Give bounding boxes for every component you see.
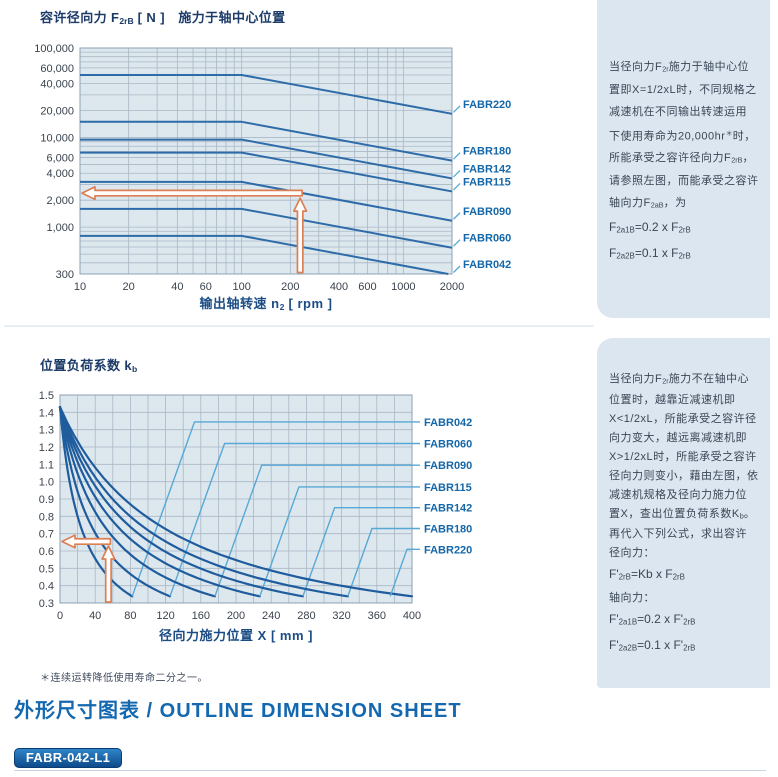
svg-text:0.4: 0.4: [39, 581, 54, 593]
svg-text:FABR220: FABR220: [463, 99, 511, 111]
svg-text:0.9: 0.9: [39, 494, 54, 506]
svg-text:FABR090: FABR090: [424, 460, 472, 472]
svg-text:120: 120: [156, 610, 174, 622]
svg-text:0.7: 0.7: [39, 529, 54, 541]
svg-text:0.6: 0.6: [39, 546, 54, 558]
load-factor-chart-x-axis-title: 径向力施力位置 X [ mm ]: [159, 628, 313, 643]
svg-text:FABR060: FABR060: [463, 233, 511, 245]
section-heading: 外形尺寸图表 / OUTLINE DIMENSION SHEET: [14, 700, 462, 722]
svg-text:60,000: 60,000: [40, 63, 74, 75]
svg-text:40: 40: [89, 610, 101, 622]
svg-text:10,000: 10,000: [40, 133, 74, 145]
svg-text:200: 200: [281, 281, 299, 293]
svg-text:600: 600: [358, 281, 376, 293]
svg-text:280: 280: [297, 610, 315, 622]
svg-text:40,000: 40,000: [40, 79, 74, 91]
svg-text:FABR142: FABR142: [463, 163, 511, 175]
svg-text:20: 20: [123, 281, 135, 293]
svg-text:240: 240: [262, 610, 280, 622]
bottom-rule: [14, 770, 766, 771]
svg-text:1000: 1000: [391, 281, 415, 293]
section-divider: [4, 325, 594, 327]
svg-text:400: 400: [330, 281, 348, 293]
svg-text:1,000: 1,000: [46, 222, 74, 234]
svg-text:60: 60: [200, 281, 212, 293]
svg-text:320: 320: [332, 610, 350, 622]
svg-text:6,000: 6,000: [46, 152, 74, 164]
svg-text:2,000: 2,000: [46, 195, 74, 207]
svg-text:0: 0: [57, 610, 63, 622]
svg-text:160: 160: [192, 610, 210, 622]
svg-text:20,000: 20,000: [40, 106, 74, 118]
model-badge: FABR-042-L1: [14, 748, 122, 768]
side-note-radial-force: 当径向力F2r施力于轴中心位 置即X=1/2xL时，不同规格之 减速机在不同输出转速…: [597, 0, 770, 318]
footnote: ＊连续运转降低使用寿命二分之一。: [40, 673, 208, 684]
svg-text:FABR142: FABR142: [424, 503, 472, 515]
side-note-load-factor: 当径向力F2r施力不在轴中心 位置时，越靠近减速机即 X<1/2xL，所能承受之容许…: [597, 338, 770, 688]
side-note-radial-force-text: 当径向力F2r施力于轴中心位 置即X=1/2xL时，不同规格之 减速机在不同输出转速…: [609, 61, 759, 261]
svg-text:200: 200: [227, 610, 245, 622]
svg-text:0.5: 0.5: [39, 563, 54, 575]
svg-text:FABR220: FABR220: [424, 544, 472, 556]
svg-text:1.0: 1.0: [39, 477, 54, 489]
radial-force-chart: 10 20 40 60 100 200 400 600 1000 2000 100,000 60,00…: [34, 43, 511, 293]
svg-text:1.5: 1.5: [39, 390, 54, 402]
svg-text:FABR180: FABR180: [463, 146, 511, 158]
svg-text:FABR180: FABR180: [424, 523, 472, 535]
svg-text:1.3: 1.3: [39, 425, 54, 437]
svg-text:FABR115: FABR115: [463, 176, 511, 188]
svg-text:10: 10: [74, 281, 86, 293]
svg-text:FABR042: FABR042: [463, 259, 511, 271]
svg-text:1.2: 1.2: [39, 442, 54, 454]
svg-text:300: 300: [56, 269, 74, 281]
svg-text:400: 400: [403, 610, 421, 622]
svg-text:40: 40: [171, 281, 183, 293]
svg-text:80: 80: [124, 610, 136, 622]
svg-text:1.4: 1.4: [39, 407, 54, 419]
svg-text:100,000: 100,000: [34, 43, 74, 55]
svg-text:0.8: 0.8: [39, 511, 54, 523]
radial-force-chart-x-axis-title: 输出轴转速 n2 [ rpm ]: [199, 296, 333, 312]
svg-text:2000: 2000: [440, 281, 464, 293]
svg-text:360: 360: [368, 610, 386, 622]
svg-text:4,000: 4,000: [46, 168, 74, 180]
svg-text:100: 100: [232, 281, 250, 293]
svg-text:1.1: 1.1: [39, 459, 54, 471]
svg-text:FABR115: FABR115: [424, 482, 472, 494]
position-load-factor-chart: 0 40 80 120 160 200 240 280 320 360 400 1.5 1.4 1.3 1.…: [39, 390, 473, 622]
svg-text:FABR090: FABR090: [463, 206, 511, 218]
svg-text:FABR060: FABR060: [424, 439, 472, 451]
svg-text:FABR042: FABR042: [424, 417, 472, 429]
load-factor-chart-title: 位置负荷系数 kb: [40, 358, 138, 374]
radial-force-chart-title: 容许径向力 F2rB [ N ] 施力于轴中心位置: [40, 10, 286, 26]
svg-text:0.3: 0.3: [39, 598, 54, 610]
side-note-load-factor-text: 当径向力F2r施力不在轴中心 位置时，越靠近减速机即 X<1/2xL，所能承受之容许…: [609, 373, 759, 653]
